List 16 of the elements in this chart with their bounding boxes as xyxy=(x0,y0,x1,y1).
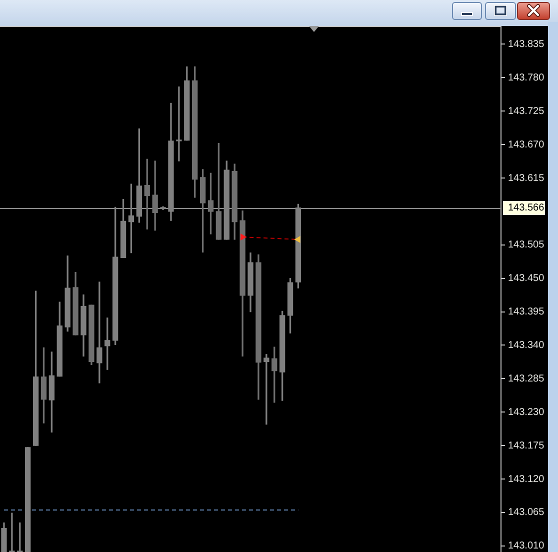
y-tick-label: 143.835 xyxy=(508,38,545,50)
ref-line-label: 143.566 xyxy=(508,202,545,214)
y-tick-label: 143.725 xyxy=(508,106,545,117)
y-tick-label: 143.175 xyxy=(508,440,545,452)
y-tick-label: 143.670 xyxy=(508,139,545,150)
y-tick-label: 143.780 xyxy=(508,72,545,84)
y-tick-label: 143.505 xyxy=(508,240,545,251)
y-tick-label: 143.120 xyxy=(508,474,545,485)
y-tick-label: 143.010 xyxy=(508,540,545,552)
y-tick-label: 143.285 xyxy=(508,373,545,384)
y-tick-label: 143.450 xyxy=(508,273,545,284)
y-tick-label: 143.065 xyxy=(508,507,545,518)
y-tick-label: 143.340 xyxy=(508,340,545,351)
y-tick-label: 143.230 xyxy=(508,406,545,418)
y-tick-label: 143.615 xyxy=(508,172,545,184)
y-tick-label: 143.395 xyxy=(508,306,545,318)
